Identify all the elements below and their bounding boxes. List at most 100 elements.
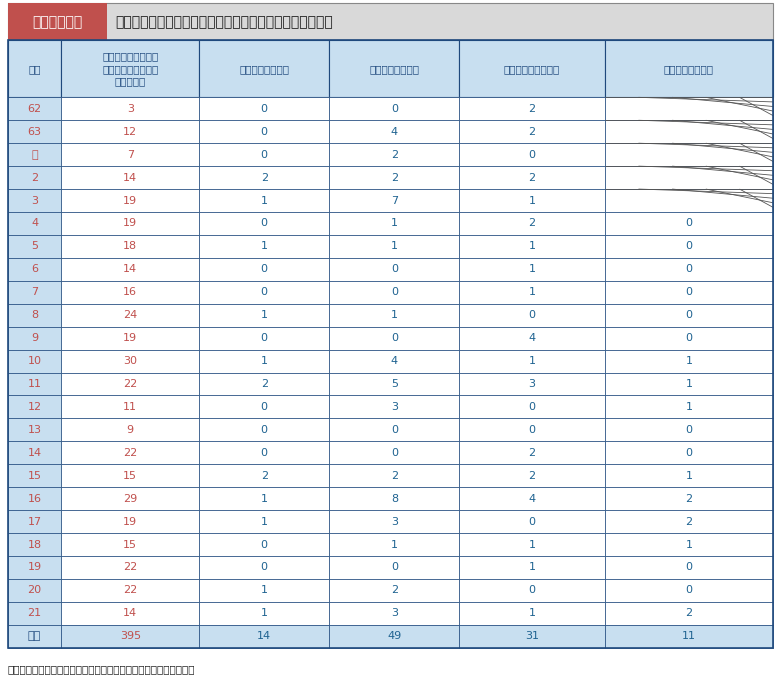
Bar (8, 464, 62, 487)
Text: 14: 14 (123, 608, 137, 619)
Text: 18: 18 (27, 539, 41, 550)
Bar (199, 533, 330, 556)
Bar (604, 281, 773, 304)
Text: 2: 2 (390, 149, 398, 160)
Bar (62, 281, 199, 304)
Text: （注）「国際緊急援助隊の派遣に関する法律」の施行以降の実績。: （注）「国際緊急援助隊の派遣に関する法律」の施行以降の実績。 (8, 665, 195, 675)
Text: 1: 1 (686, 470, 693, 481)
Bar (8, 97, 62, 120)
Text: 1: 1 (261, 195, 268, 206)
Text: 1: 1 (686, 539, 693, 550)
Text: 19: 19 (123, 218, 137, 228)
Bar (199, 372, 330, 395)
Text: 2: 2 (31, 172, 38, 183)
Bar (459, 349, 604, 372)
Text: 1: 1 (529, 241, 536, 251)
Bar (62, 304, 199, 327)
Bar (459, 487, 604, 510)
Text: 10: 10 (27, 356, 41, 366)
Text: 元: 元 (31, 149, 38, 160)
Bar (199, 464, 330, 487)
Bar (459, 418, 604, 441)
Text: 12: 12 (27, 402, 41, 412)
Bar (330, 395, 459, 418)
Bar (604, 625, 773, 648)
Bar (604, 120, 773, 143)
Text: 19: 19 (123, 195, 137, 206)
Text: 2: 2 (529, 470, 536, 481)
Bar (8, 441, 62, 464)
Text: 11: 11 (123, 402, 137, 412)
Bar (62, 464, 199, 487)
Text: 0: 0 (390, 425, 398, 435)
Bar (62, 120, 199, 143)
Bar (459, 625, 604, 648)
Text: 17: 17 (27, 516, 41, 527)
Bar (8, 510, 62, 533)
Text: 3: 3 (390, 608, 398, 619)
Bar (199, 166, 330, 189)
Bar (199, 258, 330, 281)
Bar (330, 418, 459, 441)
Bar (199, 143, 330, 166)
Text: 1: 1 (390, 241, 398, 251)
Text: 0: 0 (529, 425, 536, 435)
Bar (199, 281, 330, 304)
Text: 0: 0 (390, 448, 398, 458)
Bar (8, 349, 62, 372)
Bar (199, 602, 330, 625)
Text: 緊急援助物資の供与
（民間援助物資の輸
送を含む）: 緊急援助物資の供与 （民間援助物資の輸 送を含む） (102, 51, 159, 87)
Text: 1: 1 (261, 241, 268, 251)
Bar (62, 212, 199, 235)
Bar (459, 395, 604, 418)
Bar (459, 441, 604, 464)
Bar (330, 372, 459, 395)
Bar (62, 441, 199, 464)
Bar (199, 97, 330, 120)
Text: 1: 1 (529, 287, 536, 297)
Bar (62, 602, 199, 625)
Text: 5: 5 (390, 379, 398, 389)
Text: 国際緊急援助隊の派遣及び緊急援助物資供与の実績（１）: 国際緊急援助隊の派遣及び緊急援助物資供与の実績（１） (115, 15, 333, 29)
Text: 0: 0 (529, 585, 536, 596)
Text: 15: 15 (123, 539, 137, 550)
Text: 3: 3 (529, 379, 536, 389)
Text: 0: 0 (390, 287, 398, 297)
Text: 2: 2 (529, 448, 536, 458)
Bar (8, 625, 62, 648)
Text: 0: 0 (686, 218, 693, 228)
Text: 7: 7 (390, 195, 398, 206)
Bar (604, 235, 773, 258)
Bar (199, 189, 330, 212)
Text: 16: 16 (27, 493, 41, 504)
Text: 0: 0 (686, 562, 693, 573)
Bar (459, 120, 604, 143)
Bar (62, 143, 199, 166)
Bar (8, 372, 62, 395)
Text: 0: 0 (261, 448, 268, 458)
Text: 2: 2 (686, 493, 693, 504)
Text: 2: 2 (261, 172, 268, 183)
Bar (604, 602, 773, 625)
Bar (199, 556, 330, 579)
Text: 1: 1 (529, 562, 536, 573)
Text: 1: 1 (390, 539, 398, 550)
Text: 1: 1 (529, 539, 536, 550)
Text: 0: 0 (261, 149, 268, 160)
Bar (459, 602, 604, 625)
Bar (330, 533, 459, 556)
Bar (8, 189, 62, 212)
Text: 14: 14 (257, 631, 271, 642)
Text: 15: 15 (123, 470, 137, 481)
Bar (8, 143, 62, 166)
Bar (8, 304, 62, 327)
Text: 1: 1 (686, 356, 693, 366)
Text: 年度: 年度 (28, 64, 41, 74)
Text: 0: 0 (390, 562, 398, 573)
Text: 0: 0 (261, 218, 268, 228)
Text: 2: 2 (261, 379, 268, 389)
Bar (8, 166, 62, 189)
Text: 24: 24 (123, 310, 137, 320)
Text: 0: 0 (529, 310, 536, 320)
Text: 18: 18 (123, 241, 137, 251)
